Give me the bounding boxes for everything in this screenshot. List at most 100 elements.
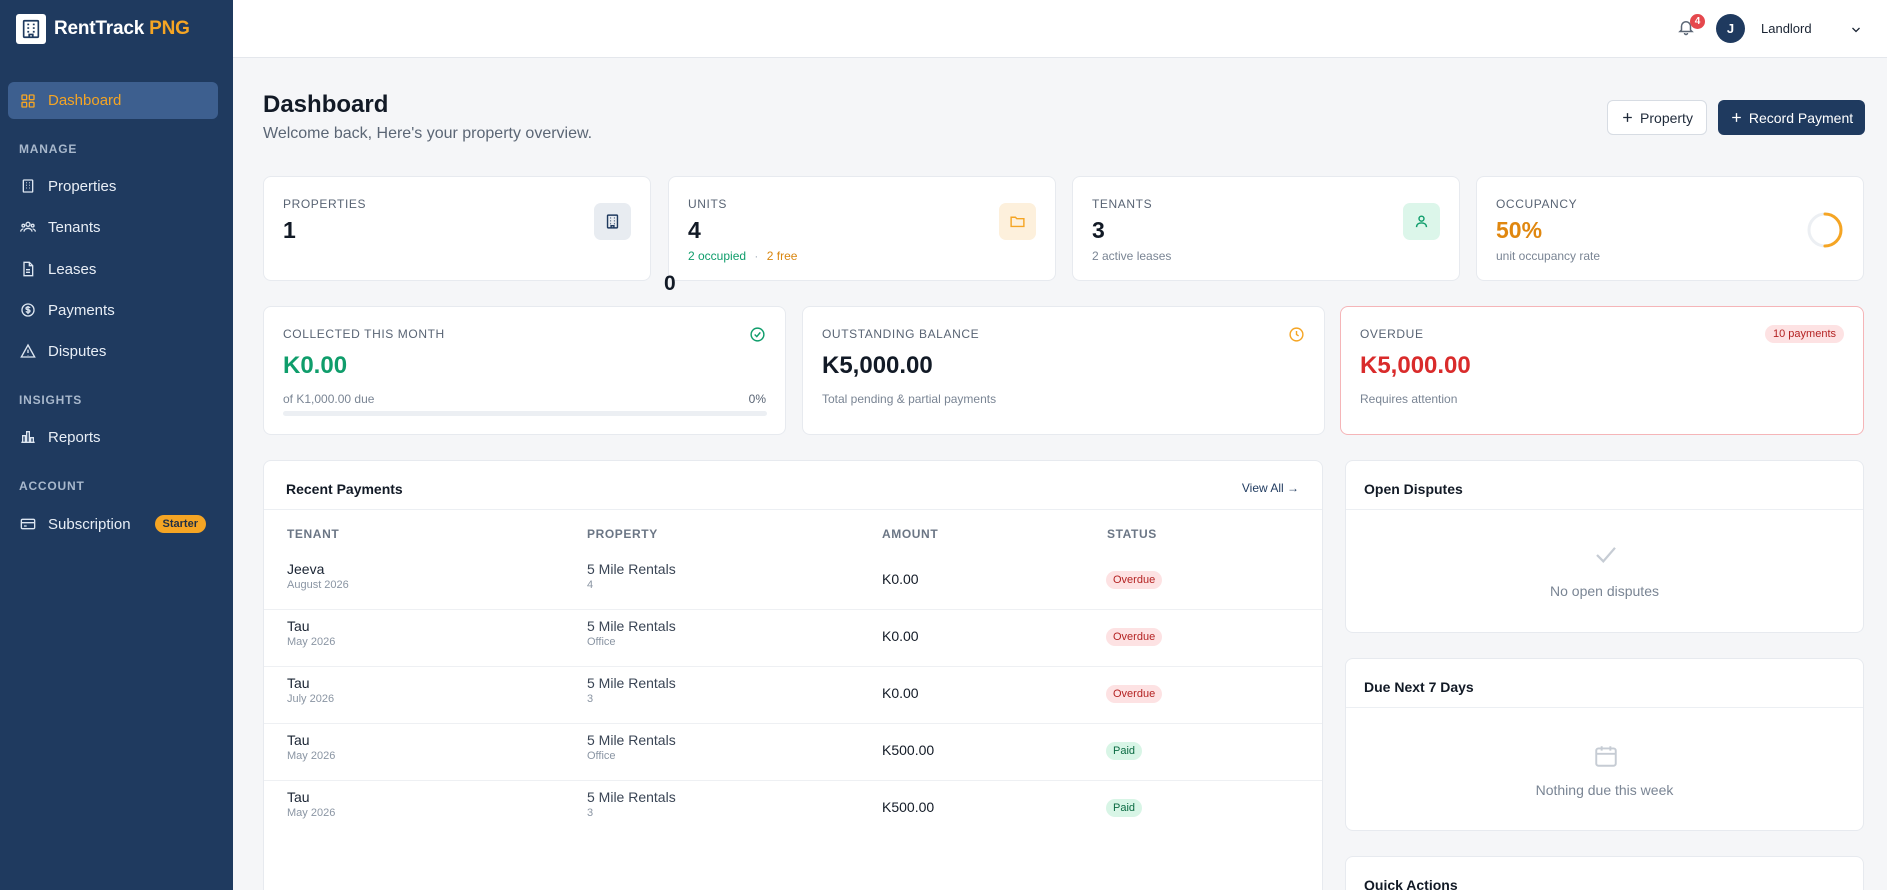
status-badge: Overdue <box>1106 685 1163 703</box>
sidebar-item-disputes[interactable]: Disputes <box>8 334 218 368</box>
divider <box>1346 509 1863 510</box>
empty-state-text: No open disputes <box>1550 583 1659 599</box>
column-header[interactable]: TENANT <box>287 527 340 541</box>
sidebar-item-payments[interactable]: Payments <box>8 293 218 327</box>
unit-name: Office <box>587 750 616 762</box>
stat-card-units[interactable]: UNITS 4 2 occupied · 2 free <box>668 176 1056 281</box>
stat-value: 4 <box>688 217 701 243</box>
panel-title: Recent Payments <box>286 481 403 497</box>
brand-name: RentTrack PNG <box>54 17 190 39</box>
sidebar-item-label: Reports <box>48 428 101 446</box>
tenant-name: Tau <box>287 789 310 805</box>
sidebar-item-dashboard[interactable]: Dashboard <box>8 82 218 119</box>
sidebar-item-label: Subscription <box>48 515 131 533</box>
add-property-label: Property <box>1640 109 1693 126</box>
divider <box>264 509 1322 510</box>
avatar[interactable]: J <box>1716 14 1745 43</box>
amount: K500.00 <box>882 742 935 758</box>
stat-label: PROPERTIES <box>283 197 367 211</box>
payment-period: May 2026 <box>287 807 336 819</box>
payment-period: May 2026 <box>287 636 336 648</box>
fin-value: K5,000.00 <box>1360 352 1471 379</box>
table-row[interactable]: Tau May 2026 5 Mile Rentals Office K0.00… <box>264 610 1322 667</box>
stray-value: 0 <box>664 272 676 295</box>
dollar-circle-icon <box>21 303 35 317</box>
stat-card-tenants[interactable]: TENANTS 3 2 active leases <box>1072 176 1460 281</box>
table-row[interactable]: Tau May 2026 5 Mile Rentals Office K500.… <box>264 724 1322 781</box>
stat-sub: 2 active leases <box>1092 249 1172 263</box>
column-header[interactable]: STATUS <box>1107 527 1157 541</box>
overdue-count-badge: 10 payments <box>1765 325 1844 343</box>
record-payment-label: Record Payment <box>1748 109 1854 126</box>
unit-name: 3 <box>587 807 594 819</box>
column-header[interactable]: AMOUNT <box>882 527 939 541</box>
sidebar-item-label: Disputes <box>48 342 107 360</box>
page-title: Dashboard <box>263 91 389 118</box>
brand[interactable]: RentTrack PNG <box>0 0 233 57</box>
status-badge: Overdue <box>1106 571 1163 589</box>
due-next-panel: Due Next 7 Days Nothing due this week <box>1345 658 1864 831</box>
fin-label: OUTSTANDING BALANCE <box>822 327 980 341</box>
card-overdue[interactable]: OVERDUE K5,000.00 Requires attention 10 … <box>1340 306 1864 435</box>
document-icon <box>23 261 34 277</box>
user-role[interactable]: Landlord <box>1761 21 1812 36</box>
status-badge: Overdue <box>1106 628 1163 646</box>
unit-name: 3 <box>587 693 594 705</box>
clock-icon <box>1288 326 1305 348</box>
separator: · <box>754 249 759 263</box>
status-badge: Paid <box>1106 742 1143 760</box>
sidebar: RentTrack PNG Dashboard MANAGE Propertie… <box>0 0 233 890</box>
card-collected[interactable]: COLLECTED THIS MONTH K0.00 of K1,000.00 … <box>263 306 786 435</box>
stat-value: 3 <box>1092 217 1105 243</box>
collected-progress <box>283 411 767 416</box>
tenant-name: Tau <box>287 675 310 691</box>
panel-title: Quick Actions <box>1364 877 1458 890</box>
sidebar-item-label: Tenants <box>48 218 101 236</box>
sidebar-item-leases[interactable]: Leases <box>8 252 218 286</box>
card-outstanding[interactable]: OUTSTANDING BALANCE K5,000.00 Total pend… <box>802 306 1325 435</box>
table-row[interactable]: Tau July 2026 5 Mile Rentals 3 K0.00 Ove… <box>264 667 1322 724</box>
dashboard-grid-icon <box>21 93 35 108</box>
page-subtitle: Welcome back, Here's your property overv… <box>263 125 593 142</box>
plus-icon <box>1732 113 1741 122</box>
sidebar-item-reports[interactable]: Reports <box>8 420 218 454</box>
table-row[interactable]: Tau May 2026 5 Mile Rentals 3 K500.00 Pa… <box>264 781 1322 838</box>
tenant-name: Tau <box>287 732 310 748</box>
section-account: ACCOUNT <box>19 479 85 493</box>
stat-value: 50% <box>1496 217 1543 243</box>
stat-card-properties[interactable]: PROPERTIES 1 <box>263 176 651 281</box>
column-header[interactable]: PROPERTY <box>587 527 658 541</box>
record-payment-button[interactable]: Record Payment <box>1718 100 1865 135</box>
top-bar <box>233 0 1887 58</box>
building-logo-icon <box>16 13 46 44</box>
table-row[interactable]: Jeeva August 2026 5 Mile Rentals 4 K0.00… <box>264 553 1322 610</box>
sidebar-item-properties[interactable]: Properties <box>8 169 218 203</box>
stat-label: OCCUPANCY <box>1496 197 1578 211</box>
amount: K0.00 <box>882 571 919 587</box>
bell-icon[interactable] <box>1677 17 1695 42</box>
fin-sub: Total pending & partial payments <box>822 392 997 406</box>
amount: K500.00 <box>882 799 935 815</box>
fin-sub: Requires attention <box>1360 392 1458 406</box>
folder-icon <box>999 203 1036 240</box>
panel-title: Due Next 7 Days <box>1364 679 1474 695</box>
bar-chart-icon <box>21 431 35 443</box>
calendar-icon <box>1593 743 1619 774</box>
sidebar-item-subscription[interactable]: Subscription Starter <box>8 507 218 541</box>
payment-period: July 2026 <box>287 693 335 705</box>
add-property-button[interactable]: Property <box>1607 100 1707 135</box>
user-icon <box>1403 203 1440 240</box>
stat-card-occupancy[interactable]: OCCUPANCY 50% unit occupancy rate <box>1476 176 1864 281</box>
divider <box>1346 707 1863 708</box>
plan-badge: Starter <box>154 515 206 533</box>
property-name: 5 Mile Rentals <box>587 789 676 805</box>
amount: K0.00 <box>882 628 919 644</box>
view-all-link[interactable]: View All → <box>1241 481 1299 495</box>
status-badge: Paid <box>1106 799 1143 817</box>
tenant-name: Tau <box>287 618 310 634</box>
chevron-down-icon[interactable] <box>1849 23 1863 41</box>
unit-name: 4 <box>587 579 594 591</box>
users-icon <box>20 221 36 232</box>
stat-sub: unit occupancy rate <box>1496 249 1601 263</box>
sidebar-item-tenants[interactable]: Tenants <box>8 210 218 244</box>
